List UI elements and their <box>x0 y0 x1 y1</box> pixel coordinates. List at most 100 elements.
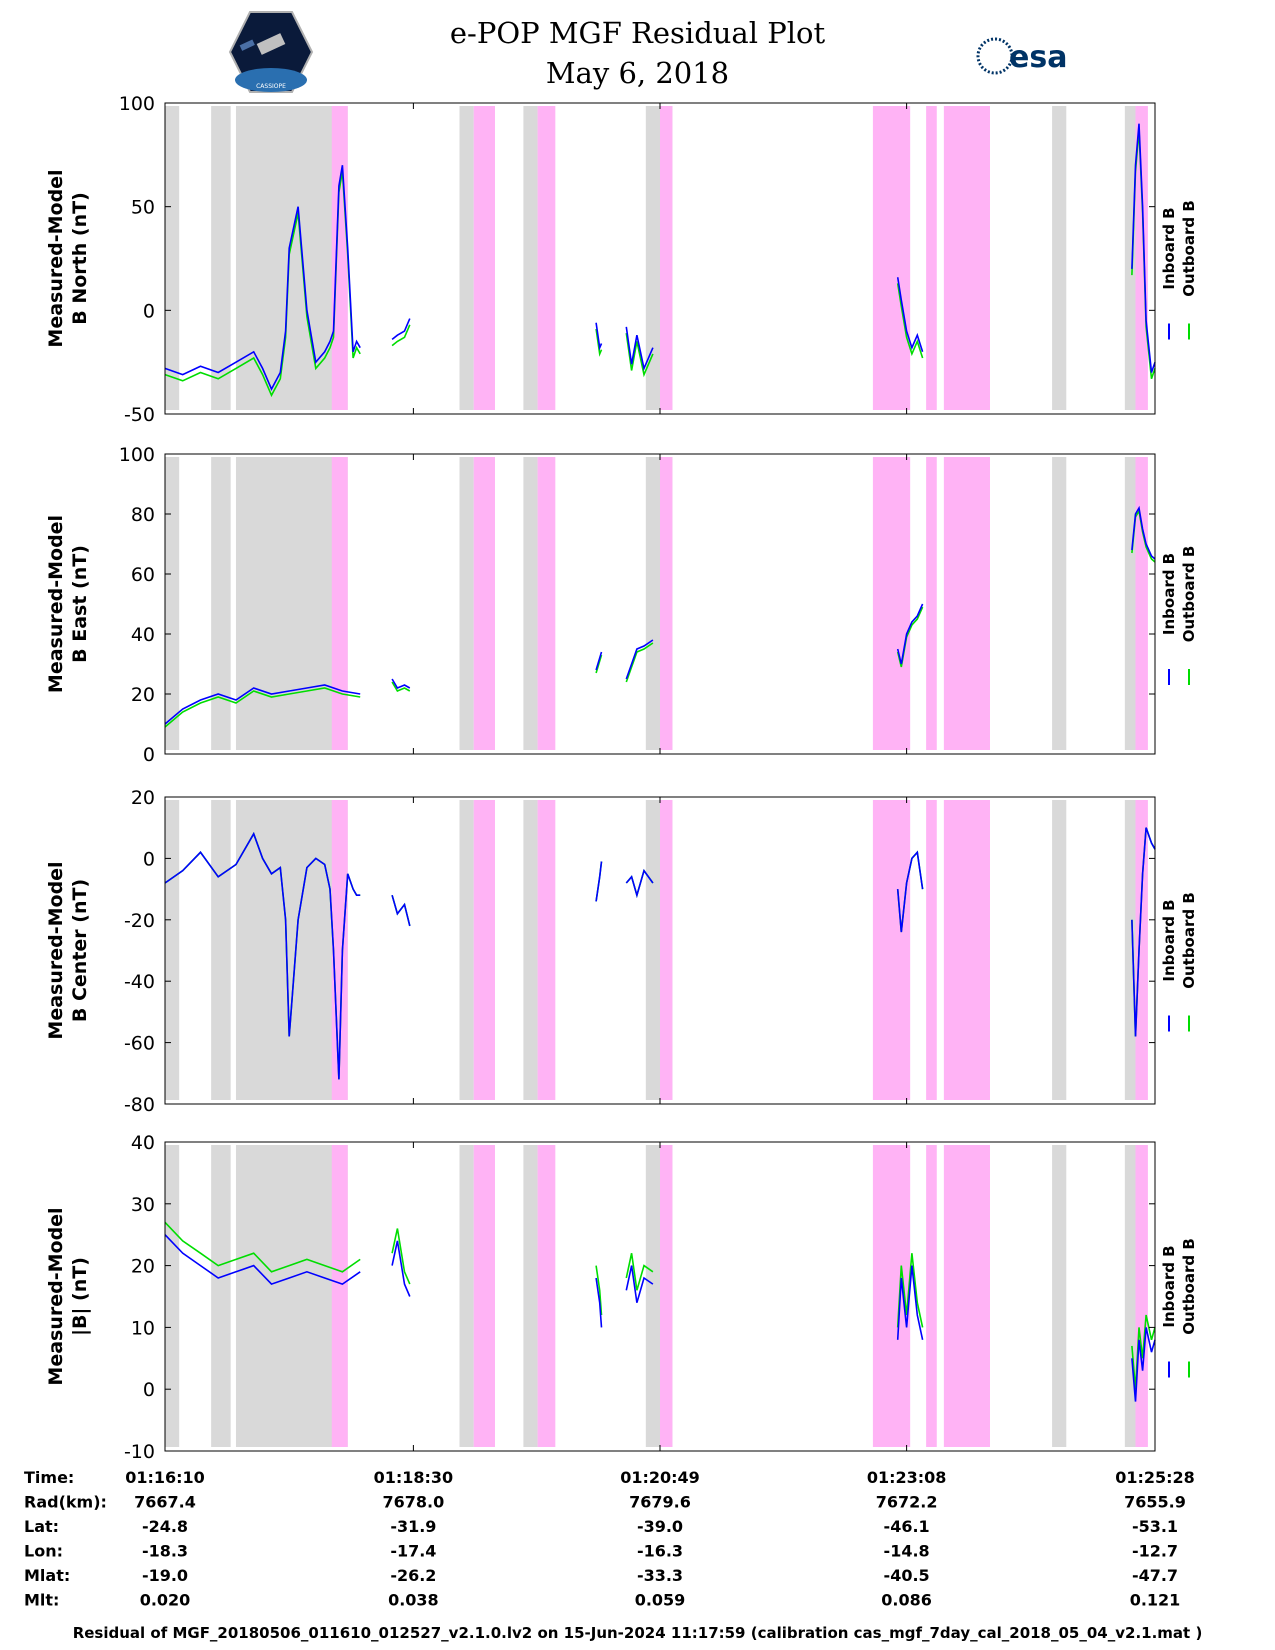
inboard-series-line <box>595 1277 603 1328</box>
gray-band <box>1124 106 1136 410</box>
ephemeris-value: 01:25:28 <box>1115 1468 1195 1487</box>
pink-band <box>331 457 348 750</box>
ephemeris-value: -26.2 <box>390 1566 436 1585</box>
ephemeris-value: 01:16:10 <box>125 1468 205 1487</box>
pink-band <box>331 1145 348 1447</box>
inboard-series-line <box>1131 827 1156 1037</box>
gray-band <box>1124 1145 1136 1447</box>
y-tick-label: 10 <box>131 1317 155 1339</box>
y-tick-label: -80 <box>124 1094 155 1116</box>
y-tick-label: 20 <box>131 1256 155 1278</box>
gray-band <box>1052 106 1067 410</box>
gray-band <box>211 457 231 750</box>
y-tick-label: -60 <box>124 1033 155 1055</box>
ephemeris-value: -39.0 <box>637 1517 683 1536</box>
pink-band <box>1135 800 1148 1100</box>
outboard-series-line <box>625 642 654 683</box>
panel-north: -50 0 50 100 Measured-Model B North (nT) Inboa… <box>45 93 1198 426</box>
outboard-series-line <box>595 654 603 674</box>
y-tick-label: 60 <box>131 564 155 586</box>
y-axis-label-line1: Measured-Model <box>45 861 67 1039</box>
inboard-series-line <box>595 322 603 351</box>
y-axis-label: Measured-Model B North (nT) <box>45 169 91 347</box>
ephemeris-value: -14.8 <box>884 1542 930 1561</box>
gray-band <box>459 800 474 1100</box>
outboard-series-line <box>625 332 654 378</box>
ephemeris-value: -12.7 <box>1132 1542 1178 1561</box>
ephemeris-value: -17.4 <box>390 1542 436 1561</box>
gray-band <box>211 1145 231 1447</box>
ephemeris-row-label: Rad(km): <box>24 1493 107 1512</box>
ephemeris-value: -24.8 <box>142 1517 188 1536</box>
y-tick-label: 0 <box>143 744 155 766</box>
pink-band <box>1135 1145 1148 1447</box>
inboard-series-line <box>595 861 603 902</box>
y-tick-label: 0 <box>143 1379 155 1401</box>
ephemeris-value: -19.0 <box>142 1566 188 1585</box>
y-axis-label-line2: B Center (nT) <box>69 879 91 1022</box>
ephemeris-value: -46.1 <box>884 1517 930 1536</box>
ephemeris-value: 7672.2 <box>876 1493 938 1512</box>
ephemeris-value: 0.059 <box>635 1591 686 1610</box>
outboard-series-line <box>595 1265 603 1316</box>
y-axis-label-line1: Measured-Model <box>45 169 67 347</box>
inboard-series-line <box>391 318 411 341</box>
gray-band <box>165 800 180 1100</box>
legend-label-outboard: Outboard B <box>1180 546 1198 643</box>
y-axis-label: Measured-Model B East (nT) <box>45 515 91 693</box>
y-tick-label: -40 <box>124 971 155 993</box>
inboard-series-line <box>896 603 924 665</box>
ephemeris-table: Time: Rad(km): Lat: Lon: Mlat: Mlt: 01:16:10 76… <box>24 1468 1195 1610</box>
y-axis-label-line2: B North (nT) <box>69 192 91 325</box>
mission-logo-text: CASSIOPE <box>256 83 286 90</box>
ephemeris-value: -31.9 <box>390 1517 436 1536</box>
inboard-series-line <box>391 894 411 927</box>
ephemeris-value: 7678.0 <box>383 1493 445 1512</box>
y-tick-label: 0 <box>143 848 155 870</box>
gray-band <box>1124 800 1136 1100</box>
y-axis-label-line1: Measured-Model <box>45 1207 67 1385</box>
inboard-series-line <box>625 868 654 899</box>
panel-center: -80 -60 -40 -20 0 20 Measured-Model B Center (n… <box>45 787 1198 1116</box>
pink-band <box>473 457 495 750</box>
legend-label-inboard: Inboard B <box>1160 1245 1178 1327</box>
inboard-series-line <box>896 277 924 353</box>
pink-band <box>473 1145 495 1447</box>
pink-band <box>872 106 911 410</box>
ephemeris-value: -18.3 <box>142 1542 188 1561</box>
inboard-series-line <box>896 850 924 933</box>
ephemeris-value: 0.038 <box>388 1591 439 1610</box>
pink-band <box>660 1145 673 1447</box>
y-tick-label: 100 <box>119 93 155 115</box>
ephemeris-value: 01:23:08 <box>867 1468 947 1487</box>
pink-band <box>660 800 673 1100</box>
ephemeris-row-label: Time: <box>24 1468 74 1487</box>
gray-band <box>459 106 474 410</box>
pink-band <box>473 800 495 1100</box>
pink-band <box>660 106 673 410</box>
ephemeris-value: 7667.4 <box>134 1493 196 1512</box>
pink-band <box>331 800 348 1100</box>
pink-band <box>943 1145 990 1447</box>
ephemeris-value: 01:18:30 <box>374 1468 454 1487</box>
ephemeris-value: -40.5 <box>884 1566 930 1585</box>
ephemeris-value: -53.1 <box>1132 1517 1178 1536</box>
pink-band <box>660 457 673 750</box>
outboard-series-line <box>625 1253 654 1291</box>
legend-label-inboard: Inboard B <box>1160 899 1178 981</box>
y-tick-label: 0 <box>143 300 155 322</box>
gray-band <box>459 1145 474 1447</box>
outboard-series-line <box>391 324 411 347</box>
pink-band <box>943 457 990 750</box>
gray-band <box>235 106 348 410</box>
ephemeris-value: 0.086 <box>881 1591 932 1610</box>
gray-band <box>165 457 180 750</box>
pink-band <box>1135 106 1148 410</box>
y-tick-label: 20 <box>131 684 155 706</box>
pink-band <box>331 106 348 410</box>
gray-band <box>1052 1145 1067 1447</box>
inboard-series-line <box>164 831 361 1080</box>
y-tick-label: -50 <box>124 404 155 426</box>
pink-band <box>943 106 990 410</box>
